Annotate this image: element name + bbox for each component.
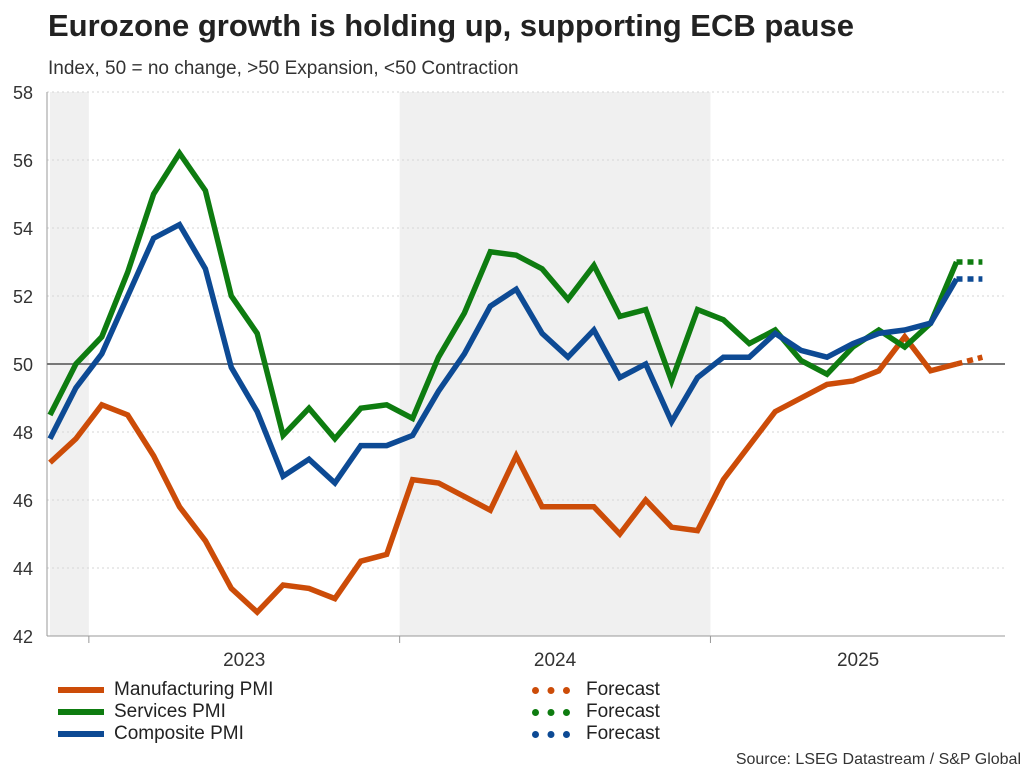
y-tick-label-46: 46 — [13, 491, 33, 511]
x-tick-label-2025: 2025 — [837, 650, 879, 671]
y-tick-label-54: 54 — [13, 219, 33, 239]
legend-services-forecast-label: Forecast — [586, 701, 660, 722]
y-tick-label-42: 42 — [13, 627, 33, 647]
series-services-pmi — [47, 148, 960, 444]
legend-services-label: Services PMI — [114, 701, 226, 722]
y-tick-label-44: 44 — [13, 559, 33, 579]
y-tick-label-58: 58 — [13, 83, 33, 103]
legend-composite-forecast-label: Forecast — [586, 723, 660, 744]
chart-title: Eurozone growth is holding up, supportin… — [48, 8, 854, 43]
legend-manufacturing-swatch — [58, 687, 104, 693]
legend-composite-swatch — [58, 731, 104, 737]
legend-manufacturing-forecast-label: Forecast — [586, 679, 660, 700]
y-tick-label-48: 48 — [13, 423, 33, 443]
legend-services-swatch — [58, 709, 104, 715]
legend-services-forecast: Forecast — [532, 701, 660, 723]
legend-services: Services PMI — [58, 701, 226, 723]
y-tick-label-50: 50 — [13, 355, 33, 375]
chart-source: Source: LSEG Datastream / S&P Global — [735, 751, 1021, 768]
x-tick-label-2024: 2024 — [534, 650, 577, 671]
legend-composite-forecast: Forecast — [532, 723, 660, 745]
y-tick-label-56: 56 — [13, 151, 33, 171]
series-composite-pmi — [47, 220, 959, 488]
legend-manufacturing-forecast-swatch — [532, 686, 570, 694]
y-tick-label-52: 52 — [13, 287, 33, 307]
chart-subtitle: Index, 50 = no change, >50 Expansion, <5… — [48, 58, 519, 79]
series-manufacturing-pmi — [48, 332, 958, 617]
x-tick-label-2023: 2023 — [223, 650, 265, 671]
legend-manufacturing-label: Manufacturing PMI — [114, 679, 274, 700]
legend-composite-forecast-swatch — [532, 730, 570, 738]
legend-manufacturing: Manufacturing PMI — [58, 679, 273, 701]
legend-services-forecast-swatch — [532, 708, 570, 716]
forecast-manufacturing-pmi — [955, 354, 984, 367]
legend-composite: Composite PMI — [58, 723, 244, 745]
legend-composite-label: Composite PMI — [114, 723, 244, 744]
legend-manufacturing-forecast: Forecast — [532, 679, 660, 701]
